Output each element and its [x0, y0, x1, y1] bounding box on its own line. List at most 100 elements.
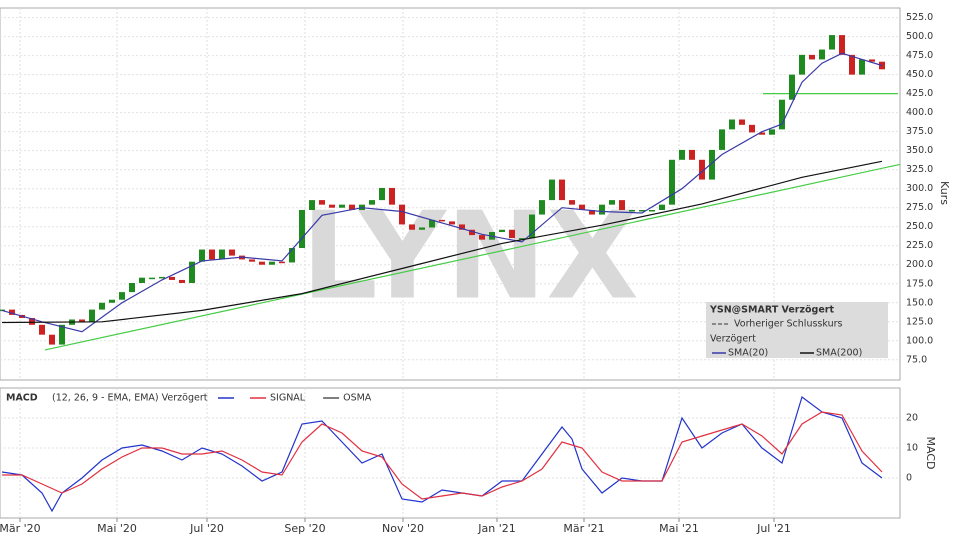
candle: [169, 276, 175, 280]
candle: [699, 159, 705, 180]
candle: [789, 74, 795, 100]
x-tick-label: Mär '20: [0, 522, 41, 535]
candle: [419, 227, 425, 230]
candle: [149, 277, 155, 280]
y-tick-label: 300.0: [906, 183, 933, 194]
candle: [579, 204, 585, 210]
sma-line: [1, 160, 883, 324]
candle: [819, 49, 825, 60]
candle: [479, 235, 485, 240]
legend-label: Vorheriger Schlusskurs: [734, 319, 842, 330]
candle: [839, 35, 845, 55]
candle: [719, 129, 725, 150]
candle: [639, 209, 645, 212]
macd-title: MACD: [6, 393, 38, 404]
candle: [749, 124, 755, 133]
candle: [799, 54, 805, 75]
candle: [669, 159, 675, 205]
candle: [689, 149, 695, 160]
candle: [649, 209, 655, 212]
y-tick-label: 325.0: [906, 164, 933, 175]
candle: [879, 61, 885, 70]
candle: [209, 249, 215, 260]
y-tick-label: 275.0: [906, 202, 933, 213]
y-tick-label: 500.0: [906, 31, 933, 42]
candle: [619, 200, 625, 210]
y-tick-label: 75.0: [906, 354, 927, 365]
candle: [369, 200, 375, 205]
x-tick-label: Nov '20: [382, 522, 424, 535]
y-tick-label: 125.0: [906, 316, 933, 327]
candle: [409, 224, 415, 230]
candle: [769, 129, 775, 135]
candle: [609, 200, 615, 205]
candle: [449, 221, 455, 225]
candle: [729, 119, 735, 130]
candle: [389, 187, 395, 205]
candle: [379, 187, 385, 201]
y-tick-label: 450.0: [906, 69, 933, 80]
candle: [199, 249, 205, 262]
y-axis-label: MACD: [924, 437, 937, 470]
y-tick-label: 225.0: [906, 240, 933, 251]
candle: [849, 54, 855, 75]
y-tick-label: 375.0: [906, 126, 933, 137]
candle: [739, 119, 745, 125]
candle: [109, 299, 115, 303]
candle: [159, 276, 165, 279]
candle: [9, 309, 15, 315]
candle: [529, 214, 535, 239]
y-tick-label: 400.0: [906, 107, 933, 118]
candle: [809, 54, 815, 60]
y-tick-label: 150.0: [906, 297, 933, 308]
y-tick-label: 350.0: [906, 145, 933, 156]
candle: [399, 204, 405, 225]
candle: [779, 99, 785, 130]
x-tick-label: Mai '21: [659, 522, 699, 535]
y-tick-label: 175.0: [906, 278, 933, 289]
candle: [319, 200, 325, 205]
candle: [869, 59, 875, 62]
candle: [429, 219, 435, 228]
candle: [249, 259, 255, 262]
candle: [89, 309, 95, 322]
legend-label: SIGNAL: [270, 393, 306, 404]
candle: [499, 229, 505, 233]
candle: [509, 229, 515, 239]
legend-label: SMA(200): [816, 348, 862, 359]
candle: [629, 209, 635, 212]
candle: [469, 229, 475, 236]
y-tick-label: 0: [906, 473, 912, 484]
y-tick-label: 10: [906, 443, 918, 454]
candle: [519, 238, 525, 240]
legend-label: SMA(20): [728, 348, 768, 359]
candle: [289, 248, 295, 263]
candle: [349, 204, 355, 210]
candle: [279, 261, 285, 264]
macd-subtitle: (12, 26, 9 - EMA, EMA) Verzögert: [52, 393, 208, 404]
candle: [179, 279, 185, 283]
candle: [269, 261, 275, 265]
candle: [829, 35, 835, 50]
y-tick-label: 525.0: [906, 12, 933, 23]
y-tick-label: 200.0: [906, 259, 933, 270]
candle: [459, 224, 465, 230]
candle: [49, 334, 55, 345]
candle: [79, 319, 85, 322]
trendline: [44, 163, 901, 351]
candle: [259, 261, 265, 265]
macd-panel: [0, 387, 901, 519]
candle: [189, 261, 195, 283]
legend-box: [706, 302, 888, 358]
candle: [129, 282, 135, 293]
x-tick-label: Jul '20: [189, 522, 224, 535]
candle: [229, 249, 235, 256]
candle: [709, 149, 715, 180]
y-tick-label: 475.0: [906, 50, 933, 61]
candle: [99, 302, 105, 310]
candle: [329, 204, 335, 208]
candle: [679, 149, 685, 160]
macd-line: [1, 396, 883, 513]
candle: [599, 204, 605, 215]
